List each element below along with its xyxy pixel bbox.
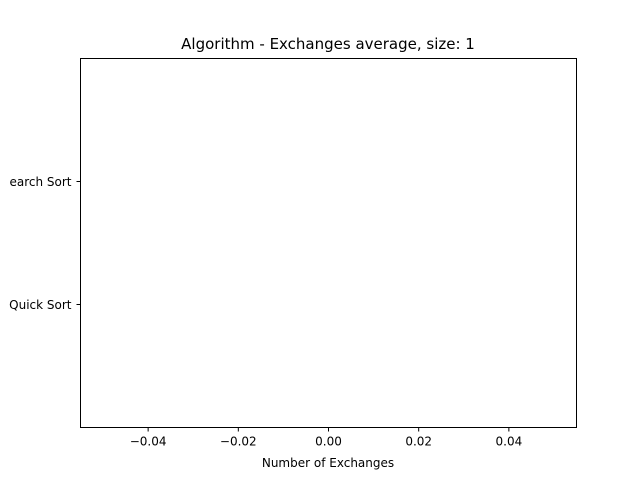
y-tick-label: Quick Sort [9, 298, 72, 312]
y-axis-ticks: Quick Sort earch Sort [9, 175, 81, 312]
x-axis-label: Number of Exchanges [262, 456, 394, 470]
y-tick-label: earch Sort [9, 175, 71, 189]
x-tick-label: 0.02 [405, 435, 432, 449]
x-axis-ticks: −0.04 −0.02 0.00 0.02 0.04 [130, 427, 523, 449]
plot-area-frame [80, 58, 577, 428]
x-tick-label: 0.04 [496, 435, 523, 449]
x-tick-label: −0.04 [130, 435, 167, 449]
x-tick-label: −0.02 [220, 435, 257, 449]
x-tick-label: 0.00 [315, 435, 342, 449]
chart-title: Algorithm - Exchanges average, size: 1 [181, 35, 475, 53]
